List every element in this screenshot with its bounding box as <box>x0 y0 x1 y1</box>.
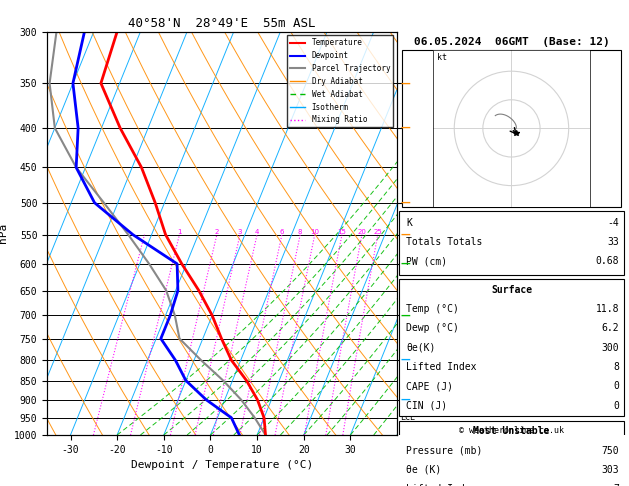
Y-axis label: km
ASL: km ASL <box>429 223 447 244</box>
Text: Dewp (°C): Dewp (°C) <box>406 323 459 333</box>
Text: θe (K): θe (K) <box>406 465 442 475</box>
Text: 33: 33 <box>607 237 619 247</box>
Bar <box>399 420 623 486</box>
Text: 7: 7 <box>613 484 619 486</box>
Text: —: — <box>400 198 410 208</box>
Text: 303: 303 <box>601 465 619 475</box>
Text: 8: 8 <box>613 362 619 372</box>
X-axis label: Dewpoint / Temperature (°C): Dewpoint / Temperature (°C) <box>131 460 313 470</box>
Y-axis label: hPa: hPa <box>0 223 8 243</box>
Text: Lifted Index: Lifted Index <box>406 362 477 372</box>
Text: Lifted Index: Lifted Index <box>406 484 477 486</box>
Text: Temp (°C): Temp (°C) <box>406 304 459 314</box>
Text: —: — <box>400 259 410 269</box>
Text: 0: 0 <box>613 401 619 411</box>
Text: CIN (J): CIN (J) <box>406 401 447 411</box>
Title: 40°58'N  28°49'E  55m ASL: 40°58'N 28°49'E 55m ASL <box>128 17 316 31</box>
Text: 06.05.2024  06GMT  (Base: 12): 06.05.2024 06GMT (Base: 12) <box>414 36 610 47</box>
Text: —: — <box>400 395 410 405</box>
Text: —: — <box>400 355 410 365</box>
Text: 6.2: 6.2 <box>601 323 619 333</box>
Text: 11.8: 11.8 <box>596 304 619 314</box>
Text: 10: 10 <box>310 229 320 235</box>
Text: —: — <box>400 311 410 320</box>
Text: 4: 4 <box>255 229 259 235</box>
Text: 750: 750 <box>601 446 619 455</box>
Text: —: — <box>400 230 410 240</box>
Text: —: — <box>400 123 410 133</box>
Text: θe(K): θe(K) <box>406 343 436 353</box>
Text: 2: 2 <box>214 229 219 235</box>
Text: 8: 8 <box>298 229 303 235</box>
Text: kt: kt <box>437 53 447 62</box>
Text: 6: 6 <box>280 229 284 235</box>
Text: PW (cm): PW (cm) <box>406 257 447 266</box>
Legend: Temperature, Dewpoint, Parcel Trajectory, Dry Adiabat, Wet Adiabat, Isotherm, Mi: Temperature, Dewpoint, Parcel Trajectory… <box>287 35 393 127</box>
Text: 0.68: 0.68 <box>596 257 619 266</box>
Text: 20: 20 <box>357 229 366 235</box>
Text: 15: 15 <box>338 229 347 235</box>
Text: CAPE (J): CAPE (J) <box>406 382 454 392</box>
Text: 300: 300 <box>601 343 619 353</box>
Text: K: K <box>406 218 412 228</box>
Text: Totals Totals: Totals Totals <box>406 237 482 247</box>
Text: -4: -4 <box>607 218 619 228</box>
Text: 0: 0 <box>613 382 619 392</box>
Text: 1: 1 <box>177 229 182 235</box>
Bar <box>399 211 623 275</box>
Text: —: — <box>400 78 410 88</box>
Text: Pressure (mb): Pressure (mb) <box>406 446 482 455</box>
Bar <box>402 50 621 207</box>
Bar <box>399 279 623 417</box>
Text: 3: 3 <box>238 229 242 235</box>
Text: 25: 25 <box>374 229 382 235</box>
Text: Surface: Surface <box>491 285 532 295</box>
Text: © weatheronline.co.uk: © weatheronline.co.uk <box>459 426 564 435</box>
Text: LCL: LCL <box>401 413 416 422</box>
Text: Most Unstable: Most Unstable <box>473 426 550 436</box>
